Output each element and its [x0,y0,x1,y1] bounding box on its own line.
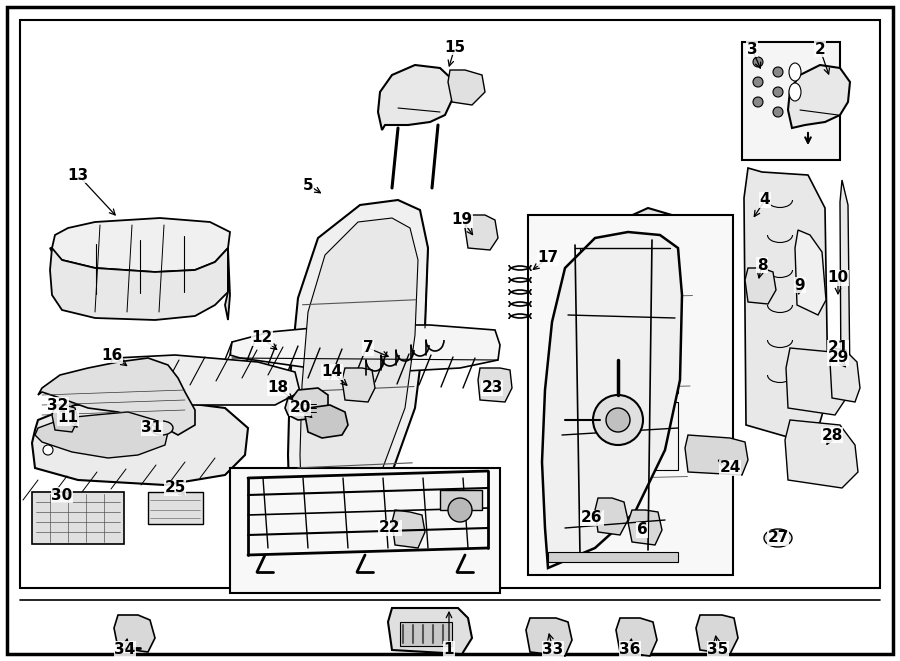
Polygon shape [32,400,248,485]
Polygon shape [288,200,428,575]
Bar [742,42,840,160]
Polygon shape [745,268,776,304]
Circle shape [753,97,763,107]
Polygon shape [50,218,230,272]
Text: 9: 9 [795,278,806,293]
Text: 6: 6 [636,522,647,537]
Text: 21: 21 [827,340,849,356]
Text: 12: 12 [251,330,273,346]
Polygon shape [38,358,195,435]
Circle shape [43,445,53,455]
Bar [440,490,482,510]
Ellipse shape [764,529,792,547]
Text: 4: 4 [760,192,770,208]
Ellipse shape [151,421,173,435]
Polygon shape [392,510,425,548]
Polygon shape [526,618,572,656]
Ellipse shape [789,63,801,81]
Text: 3: 3 [747,42,757,56]
Polygon shape [696,615,738,654]
Circle shape [773,87,783,97]
Polygon shape [795,230,826,315]
Bar [230,468,500,593]
Bar [580,402,678,470]
Text: 13: 13 [68,167,88,182]
Ellipse shape [789,83,801,101]
Text: 34: 34 [114,641,136,656]
Text: 36: 36 [619,641,641,656]
Text: 16: 16 [102,348,122,362]
Text: 27: 27 [768,531,788,545]
Text: 28: 28 [822,428,842,442]
Text: 14: 14 [321,364,343,379]
Polygon shape [225,248,230,320]
Polygon shape [50,248,228,320]
Bar [580,248,678,316]
Text: 7: 7 [363,340,374,356]
Bar [528,215,733,575]
Text: 31: 31 [141,420,163,436]
Circle shape [773,107,783,117]
Bar [400,622,452,646]
Polygon shape [616,618,657,656]
Polygon shape [595,498,628,535]
Polygon shape [840,180,850,400]
Polygon shape [52,405,78,432]
Polygon shape [744,168,828,440]
Text: 2: 2 [814,42,825,56]
Text: 19: 19 [452,212,472,227]
Text: 20: 20 [289,401,310,416]
Polygon shape [478,368,512,402]
Text: 30: 30 [51,488,73,502]
Polygon shape [114,615,155,652]
Circle shape [753,77,763,87]
Text: 17: 17 [537,251,559,266]
Polygon shape [628,510,662,545]
Text: 29: 29 [827,350,849,366]
Polygon shape [558,208,695,575]
Text: 15: 15 [445,40,465,54]
Circle shape [753,57,763,67]
Polygon shape [230,325,500,372]
Text: 1: 1 [444,641,454,656]
Polygon shape [448,70,485,105]
Circle shape [606,408,630,432]
Polygon shape [542,232,682,568]
Text: 33: 33 [543,641,563,656]
Polygon shape [465,215,498,250]
Circle shape [773,67,783,77]
Text: 8: 8 [757,258,768,272]
Polygon shape [388,608,472,654]
Text: 10: 10 [827,270,849,286]
Bar [148,492,203,524]
Bar [580,325,678,393]
Text: 26: 26 [581,510,603,525]
Polygon shape [108,355,300,405]
Bar [32,492,124,544]
Polygon shape [305,405,348,438]
Text: 5: 5 [302,178,313,192]
Circle shape [448,498,472,522]
Text: 35: 35 [707,641,729,656]
Text: 25: 25 [165,481,185,496]
Text: 18: 18 [267,381,289,395]
Polygon shape [786,348,845,415]
Text: 23: 23 [482,381,503,395]
Bar [20,20,880,588]
Polygon shape [685,435,748,475]
Polygon shape [788,65,850,128]
Polygon shape [378,65,455,130]
Polygon shape [300,218,418,565]
Polygon shape [285,388,328,420]
Text: 22: 22 [379,520,400,535]
Bar [548,552,678,562]
Polygon shape [830,348,860,402]
Text: 11: 11 [58,410,78,426]
Polygon shape [35,412,168,458]
Text: 24: 24 [719,461,741,475]
Circle shape [593,395,643,445]
Polygon shape [785,420,858,488]
Text: 32: 32 [48,397,68,412]
Polygon shape [342,368,375,402]
